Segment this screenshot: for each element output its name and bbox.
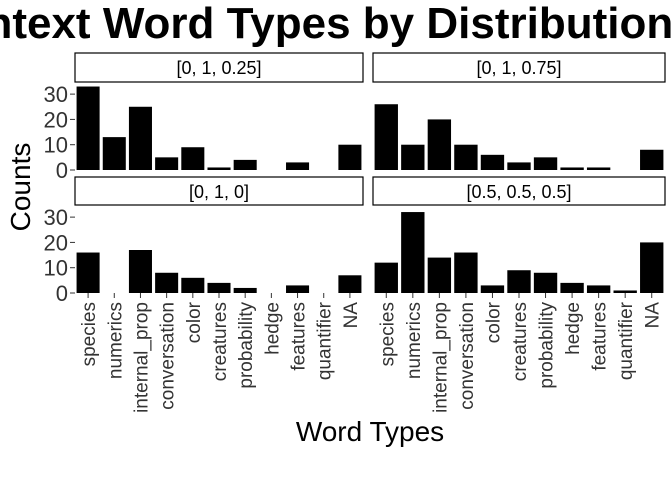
bar-species	[374, 104, 398, 170]
y-tick-label: 10	[44, 133, 68, 158]
bar-features	[586, 167, 611, 170]
x-tick-label: features	[590, 302, 611, 371]
bar-probability	[233, 159, 257, 170]
bar-quantifier	[613, 290, 637, 293]
bar-color	[480, 154, 505, 170]
bar-species	[76, 252, 100, 293]
bar-color	[181, 147, 205, 170]
bar-conversation	[454, 252, 478, 293]
bar-NA	[338, 144, 362, 170]
x-tick-label: quantifier	[315, 301, 336, 380]
y-tick-label: 10	[44, 256, 68, 281]
bar-features	[586, 285, 611, 293]
panel-strip	[372, 176, 666, 206]
x-axes: species numerics internal_prop conversation…	[79, 293, 664, 413]
bar-creatures	[207, 282, 231, 293]
bar-internal_prop	[128, 106, 152, 170]
panel-3: [0.5, 0.5, 0.5]	[372, 176, 666, 293]
x-tick-label: conversation	[158, 302, 179, 410]
x-tick-label: probability	[236, 302, 257, 389]
bar-numerics	[401, 144, 425, 170]
x-tick-label: numerics	[404, 302, 425, 379]
bar-NA	[640, 242, 664, 293]
bar-conversation	[454, 144, 478, 170]
bar-features	[286, 162, 310, 170]
bar-probability	[533, 272, 558, 293]
bar-probability	[233, 287, 257, 293]
bar-creatures	[507, 162, 531, 170]
panel-0: [0, 1, 0.25]	[74, 52, 364, 170]
panel-2: [0, 1, 0]	[74, 176, 364, 293]
x-tick-label: numerics	[105, 302, 126, 379]
panel-strip-label: [0, 1, 0.25]	[176, 58, 261, 78]
bar-NA	[338, 275, 362, 293]
chart-title: Context Word Types by Distribution	[0, 0, 672, 48]
x-tick-label: internal_prop	[131, 302, 152, 413]
x-tick-label: species	[377, 302, 398, 366]
y-tick-label: 0	[56, 281, 68, 306]
bar-probability	[533, 157, 558, 170]
x-tick-label: color	[184, 301, 205, 343]
y-tick-label: 30	[44, 82, 68, 107]
bar-color	[480, 285, 505, 293]
panel-strip-label: [0.5, 0.5, 0.5]	[466, 182, 571, 202]
panel-strip	[74, 176, 364, 206]
bar-internal_prop	[128, 250, 152, 293]
x-tick-label: probability	[537, 302, 558, 389]
bar-features	[286, 285, 310, 293]
y-axis-title: Counts	[5, 143, 36, 232]
x-tick-label: internal_prop	[430, 302, 451, 413]
x-tick-label: creatures	[510, 302, 531, 381]
panel-1: [0, 1, 0.75]	[372, 52, 666, 170]
x-tick-label: hedge	[262, 302, 283, 355]
y-tick-label: 20	[44, 107, 68, 132]
x-tick-label: color	[483, 301, 504, 343]
panel-strip	[74, 52, 364, 83]
panel-strip-label: [0, 1, 0]	[189, 182, 249, 202]
x-tick-label: quantifier	[616, 301, 637, 380]
bar-internal_prop	[427, 119, 452, 170]
bar-NA	[640, 149, 664, 170]
x-tick-label: conversation	[457, 302, 478, 410]
bar-species	[76, 86, 100, 170]
x-tick-label: creatures	[210, 302, 231, 381]
panel-strip-label: [0, 1, 0.75]	[476, 58, 561, 78]
bar-internal_prop	[427, 257, 452, 293]
panel-strip	[372, 52, 666, 83]
y-tick-label: 0	[56, 158, 68, 183]
bar-numerics	[102, 137, 126, 170]
x-axis: species numerics internal_prop conversation…	[377, 293, 664, 413]
bar-species	[374, 262, 398, 293]
x-tick-label: NA	[643, 302, 664, 329]
y-tick-label: 30	[44, 205, 68, 230]
x-tick-label: species	[79, 302, 100, 366]
x-axis-title: Word Types	[296, 416, 444, 447]
bar-hedge	[560, 167, 584, 170]
x-tick-label: hedge	[563, 302, 584, 355]
chart-panels: [0, 1, 0.25] [0, 1, 0.75] [0, 1, 0] [0.5, 0…	[74, 52, 666, 293]
bar-numerics	[401, 212, 425, 293]
bar-creatures	[207, 167, 231, 170]
x-tick-label: NA	[341, 302, 362, 329]
bar-creatures	[507, 270, 531, 293]
bar-conversation	[155, 157, 179, 170]
y-tick-label: 20	[44, 230, 68, 255]
bar-color	[181, 277, 205, 293]
bar-hedge	[560, 282, 584, 293]
bar-conversation	[155, 272, 179, 293]
x-axis: species numerics internal_prop conversation…	[79, 293, 362, 413]
x-tick-label: features	[289, 302, 310, 371]
